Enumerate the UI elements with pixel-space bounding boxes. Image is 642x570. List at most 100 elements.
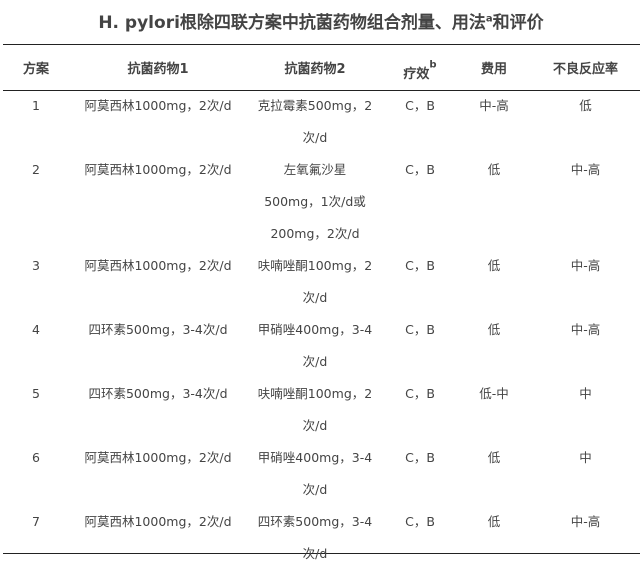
cell-adverse: 中 [531, 378, 640, 442]
cell-drug2: 克拉霉素500mg，2 次/d [247, 90, 383, 154]
cell-drug2: 甲硝唑400mg，3-4 次/d [247, 314, 383, 378]
cell-drug1-line: 四环素500mg，3-4次/d [88, 386, 228, 401]
cell-adverse: 中-高 [531, 506, 640, 570]
cell-drug2: 呋喃唑酮100mg，2 次/d [247, 378, 383, 442]
cell-efficacy: C，B [383, 314, 457, 378]
cell-cost-line: 中-高 [479, 98, 509, 113]
cell-drug2-line: 呋喃唑酮100mg，2 [257, 386, 373, 401]
cell-cost: 低-中 [457, 378, 531, 442]
cell-drug1: 阿莫西林1000mg，2次/d [69, 250, 247, 314]
cell-drug2-line: 次/d [302, 546, 328, 561]
cell-regimen: 5 [3, 378, 69, 442]
cell-drug2: 甲硝唑400mg，3-4 次/d [247, 442, 383, 506]
cell-adverse-line: 中 [579, 450, 592, 465]
cell-cost: 低 [457, 250, 531, 314]
cell-drug1-line: 四环素500mg，3-4次/d [88, 322, 228, 337]
cell-cost-line: 低-中 [479, 386, 509, 401]
cell-efficacy: C，B [383, 506, 457, 570]
cell-drug1-line: 阿莫西林1000mg，2次/d [84, 162, 232, 177]
cell-drug1-line: 阿莫西林1000mg，2次/d [84, 258, 232, 273]
cell-adverse-line: 中-高 [570, 162, 601, 177]
header-rule [3, 90, 640, 91]
cell-adverse: 中 [531, 442, 640, 506]
table-row: 4 四环素500mg，3-4次/d 甲硝唑400mg，3-4 次/d C，B 低 中-高 [3, 314, 640, 378]
cell-efficacy-line: C，B [405, 514, 435, 529]
cell-adverse: 低 [531, 90, 640, 154]
table-row: 7 阿莫西林1000mg，2次/d 四环素500mg，3-4 次/d C，B 低 中-高 [3, 506, 640, 570]
cell-efficacy-line: C，B [405, 322, 435, 337]
cell-efficacy-line: C，B [405, 258, 435, 273]
cell-efficacy: C，B [383, 442, 457, 506]
cell-drug1: 四环素500mg，3-4次/d [69, 314, 247, 378]
cell-drug1-line: 阿莫西林1000mg，2次/d [84, 450, 232, 465]
cell-cost: 低 [457, 154, 531, 250]
cell-drug2-line: 甲硝唑400mg，3-4 [257, 450, 373, 465]
cell-drug2-line: 甲硝唑400mg，3-4 [257, 322, 373, 337]
cell-regimen: 2 [3, 154, 69, 250]
top-rule [3, 44, 640, 45]
cell-cost: 低 [457, 442, 531, 506]
cell-efficacy: C，B [383, 378, 457, 442]
table-row: 2 阿莫西林1000mg，2次/d 左氧氟沙星 500mg，1次/d或 200mg，2次… [3, 154, 640, 250]
table-row: 1 阿莫西林1000mg，2次/d 克拉霉素500mg，2 次/d C，B 中-高 低 [3, 90, 640, 154]
cell-drug2-line: 200mg，2次/d [270, 226, 360, 241]
cell-cost: 低 [457, 506, 531, 570]
cell-adverse: 中-高 [531, 314, 640, 378]
cell-adverse-line: 中-高 [570, 258, 601, 273]
cell-efficacy: C，B [383, 90, 457, 154]
cell-regimen-line: 4 [32, 322, 40, 337]
cell-cost: 中-高 [457, 90, 531, 154]
cell-adverse: 中-高 [531, 154, 640, 250]
cell-regimen-line: 6 [32, 450, 40, 465]
cell-adverse: 中-高 [531, 250, 640, 314]
cell-drug2-line: 次/d [302, 354, 328, 369]
title-tail: 和评价 [492, 13, 544, 33]
cell-efficacy-line: C，B [405, 450, 435, 465]
title-text: H. pylori根除四联方案中抗菌药物组合剂量、用法 [98, 13, 486, 33]
table-title: H. pylori根除四联方案中抗菌药物组合剂量、用法a和评价 [0, 8, 642, 33]
cell-regimen-line: 2 [32, 162, 40, 177]
cell-drug2-line: 500mg，1次/d或 [264, 194, 366, 209]
cell-cost-line: 低 [487, 322, 501, 337]
cell-adverse-line: 中-高 [570, 322, 601, 337]
cell-drug2-line: 呋喃唑酮100mg，2 [257, 258, 373, 273]
bottom-rule [3, 553, 640, 554]
cell-regimen-line: 3 [32, 258, 40, 273]
cell-drug2-line: 次/d [302, 482, 328, 497]
cell-drug1-line: 阿莫西林1000mg，2次/d [84, 514, 232, 529]
cell-adverse-line: 中-高 [570, 514, 601, 529]
cell-drug2: 呋喃唑酮100mg，2 次/d [247, 250, 383, 314]
cell-drug1-line: 阿莫西林1000mg，2次/d [84, 98, 232, 113]
cell-cost-line: 低 [487, 514, 501, 529]
header-efficacy-footnote: b [429, 59, 437, 71]
table-row: 6 阿莫西林1000mg，2次/d 甲硝唑400mg，3-4 次/d C，B 低 中 [3, 442, 640, 506]
cell-drug1: 阿莫西林1000mg，2次/d [69, 154, 247, 250]
cell-efficacy: C，B [383, 250, 457, 314]
header-row: 方案 抗菌药物1 抗菌药物2 疗效b 费用 不良反应率 [3, 45, 640, 90]
table-row: 5 四环素500mg，3-4次/d 呋喃唑酮100mg，2 次/d C，B 低-中 中 [3, 378, 640, 442]
regimen-table: 方案 抗菌药物1 抗菌药物2 疗效b 费用 不良反应率 1 阿莫西林1000mg，… [3, 45, 640, 570]
cell-regimen: 6 [3, 442, 69, 506]
cell-drug1: 阿莫西林1000mg，2次/d [69, 506, 247, 570]
cell-regimen: 4 [3, 314, 69, 378]
cell-drug2-line: 四环素500mg，3-4 [257, 514, 373, 529]
cell-drug2-line: 左氧氟沙星 [283, 162, 347, 177]
cell-drug2-line: 次/d [302, 130, 328, 145]
cell-cost-line: 低 [487, 162, 501, 177]
table-row: 3 阿莫西林1000mg，2次/d 呋喃唑酮100mg，2 次/d C，B 低 中-高 [3, 250, 640, 314]
cell-regimen: 7 [3, 506, 69, 570]
cell-drug2: 左氧氟沙星 500mg，1次/d或 200mg，2次/d [247, 154, 383, 250]
header-efficacy-label: 疗效 [403, 67, 430, 82]
cell-adverse-line: 中 [579, 386, 592, 401]
cell-drug1: 阿莫西林1000mg，2次/d [69, 90, 247, 154]
cell-adverse-line: 低 [579, 98, 592, 113]
cell-efficacy-line: C，B [405, 386, 435, 401]
cell-regimen-line: 5 [32, 386, 40, 401]
cell-drug2-line: 次/d [302, 290, 328, 305]
cell-cost-line: 低 [487, 450, 501, 465]
cell-regimen: 1 [3, 90, 69, 154]
table-body: 1 阿莫西林1000mg，2次/d 克拉霉素500mg，2 次/d C，B 中-高低 2 阿莫… [3, 90, 640, 570]
header-adverse: 不良反应率 [552, 62, 618, 77]
cell-regimen-line: 1 [32, 98, 40, 113]
cell-drug2-line: 克拉霉素500mg，2 [257, 98, 373, 113]
